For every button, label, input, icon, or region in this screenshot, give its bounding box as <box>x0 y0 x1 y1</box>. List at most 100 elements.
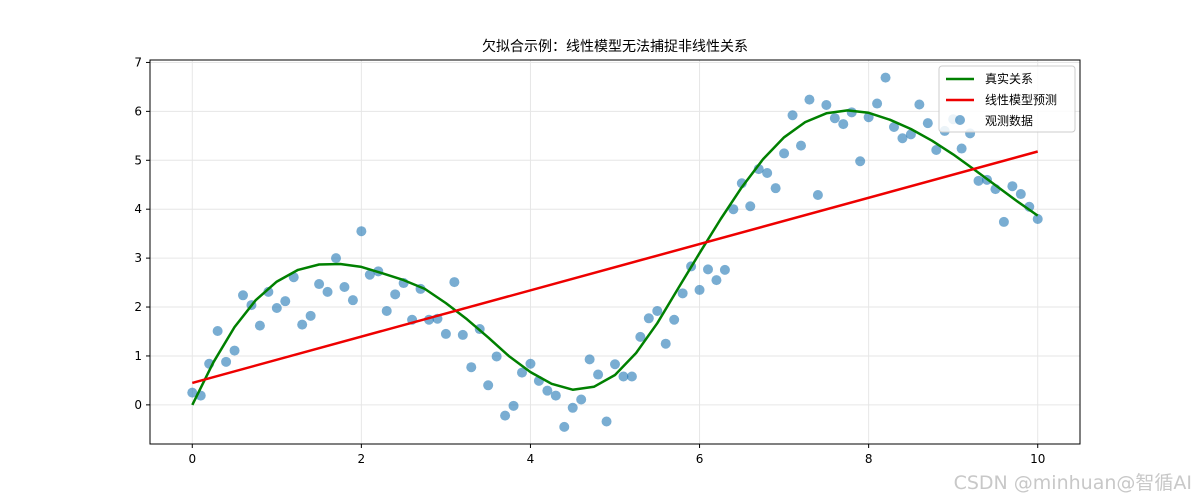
data-point <box>669 314 680 325</box>
data-point <box>229 345 240 356</box>
data-point <box>263 286 274 297</box>
data-point <box>711 275 722 286</box>
y-tick-label: 7 <box>134 55 142 69</box>
data-point <box>745 201 756 212</box>
data-point <box>517 367 527 378</box>
data-point <box>381 305 392 316</box>
data-point <box>703 264 713 275</box>
data-point <box>643 313 654 324</box>
y-tick-label: 5 <box>134 153 142 167</box>
data-point <box>322 286 333 297</box>
data-point <box>838 119 849 130</box>
data-point <box>280 296 291 307</box>
data-point <box>356 226 367 237</box>
data-point <box>914 99 925 110</box>
legend-label-linear: 线性模型预测 <box>985 93 1057 107</box>
plot-frame <box>149 59 1081 445</box>
x-tick-label: 2 <box>358 452 366 466</box>
data-point <box>390 289 401 300</box>
data-point <box>652 305 663 316</box>
data-point <box>677 288 688 299</box>
data-point <box>559 421 570 432</box>
data-point <box>719 264 730 275</box>
x-tick-label: 6 <box>696 452 704 466</box>
y-tick-label: 6 <box>134 104 142 118</box>
data-point <box>187 387 198 398</box>
data-point <box>973 175 984 186</box>
data-point <box>542 385 553 396</box>
data-point <box>212 326 223 337</box>
data-point <box>804 94 815 105</box>
data-point <box>466 362 477 373</box>
data-point <box>922 118 933 129</box>
data-point <box>254 320 265 331</box>
data-point <box>550 390 561 401</box>
data-point <box>635 331 646 342</box>
data-point <box>491 351 502 362</box>
data-point <box>601 416 612 427</box>
data-point <box>305 310 316 321</box>
data-point <box>762 167 773 178</box>
data-point <box>812 190 823 201</box>
data-point <box>271 303 282 314</box>
legend-box <box>938 65 1076 133</box>
data-point <box>855 156 866 167</box>
data-point <box>1007 181 1018 192</box>
data-point <box>1032 213 1043 224</box>
legend: 真实关系 线性模型预测 观测数据 <box>938 65 1076 133</box>
y-tick-label: 1 <box>134 349 142 363</box>
y-tick-label: 2 <box>134 300 142 314</box>
data-point <box>221 356 232 367</box>
series-layer <box>187 72 1043 432</box>
data-point <box>956 143 967 154</box>
data-point <box>872 98 883 109</box>
data-point <box>728 204 739 215</box>
data-point <box>905 129 916 140</box>
data-point <box>610 359 620 370</box>
data-point <box>998 216 1009 227</box>
x-tick-label: 0 <box>188 452 196 466</box>
data-point <box>314 279 325 290</box>
data-point <box>1015 189 1026 200</box>
y-tick-label: 0 <box>134 398 142 412</box>
data-point <box>660 338 671 349</box>
data-point <box>626 371 637 382</box>
data-point <box>525 358 536 369</box>
data-point <box>779 148 790 159</box>
linear-prediction-line <box>191 150 1039 385</box>
data-point <box>567 402 578 413</box>
chart-title: 欠拟合示例：线性模型无法捕捉非线性关系 <box>482 39 748 55</box>
data-point <box>483 380 494 391</box>
data-point <box>931 145 942 156</box>
data-point <box>821 100 832 111</box>
watermark: CSDN @minhuan@智循AI <box>954 472 1192 494</box>
legend-label-observed: 观测数据 <box>985 113 1033 128</box>
data-point <box>694 284 705 295</box>
data-point <box>339 281 350 292</box>
data-point <box>897 133 908 144</box>
data-point <box>297 319 308 330</box>
data-point <box>618 371 629 382</box>
data-point <box>880 72 891 83</box>
data-point <box>364 269 375 280</box>
data-point <box>449 277 460 288</box>
true-relation-line <box>191 109 1039 406</box>
data-point <box>238 290 248 301</box>
data-point <box>347 295 358 306</box>
data-point <box>576 394 587 405</box>
y-tick-label: 3 <box>134 251 142 265</box>
data-point <box>508 400 519 411</box>
x-tick-label: 4 <box>527 452 535 466</box>
data-point <box>593 369 604 380</box>
data-point <box>457 329 468 340</box>
axis-ticks: 0 2 4 6 8 10 0 1 2 3 4 5 6 7 <box>134 55 1045 466</box>
x-tick-label: 8 <box>865 452 873 466</box>
grid <box>150 60 1080 444</box>
data-point <box>829 113 840 124</box>
data-point <box>770 183 781 194</box>
data-point <box>787 110 798 121</box>
data-point <box>796 140 806 151</box>
legend-marker-observed <box>955 115 965 125</box>
x-tick-label: 10 <box>1030 452 1045 466</box>
